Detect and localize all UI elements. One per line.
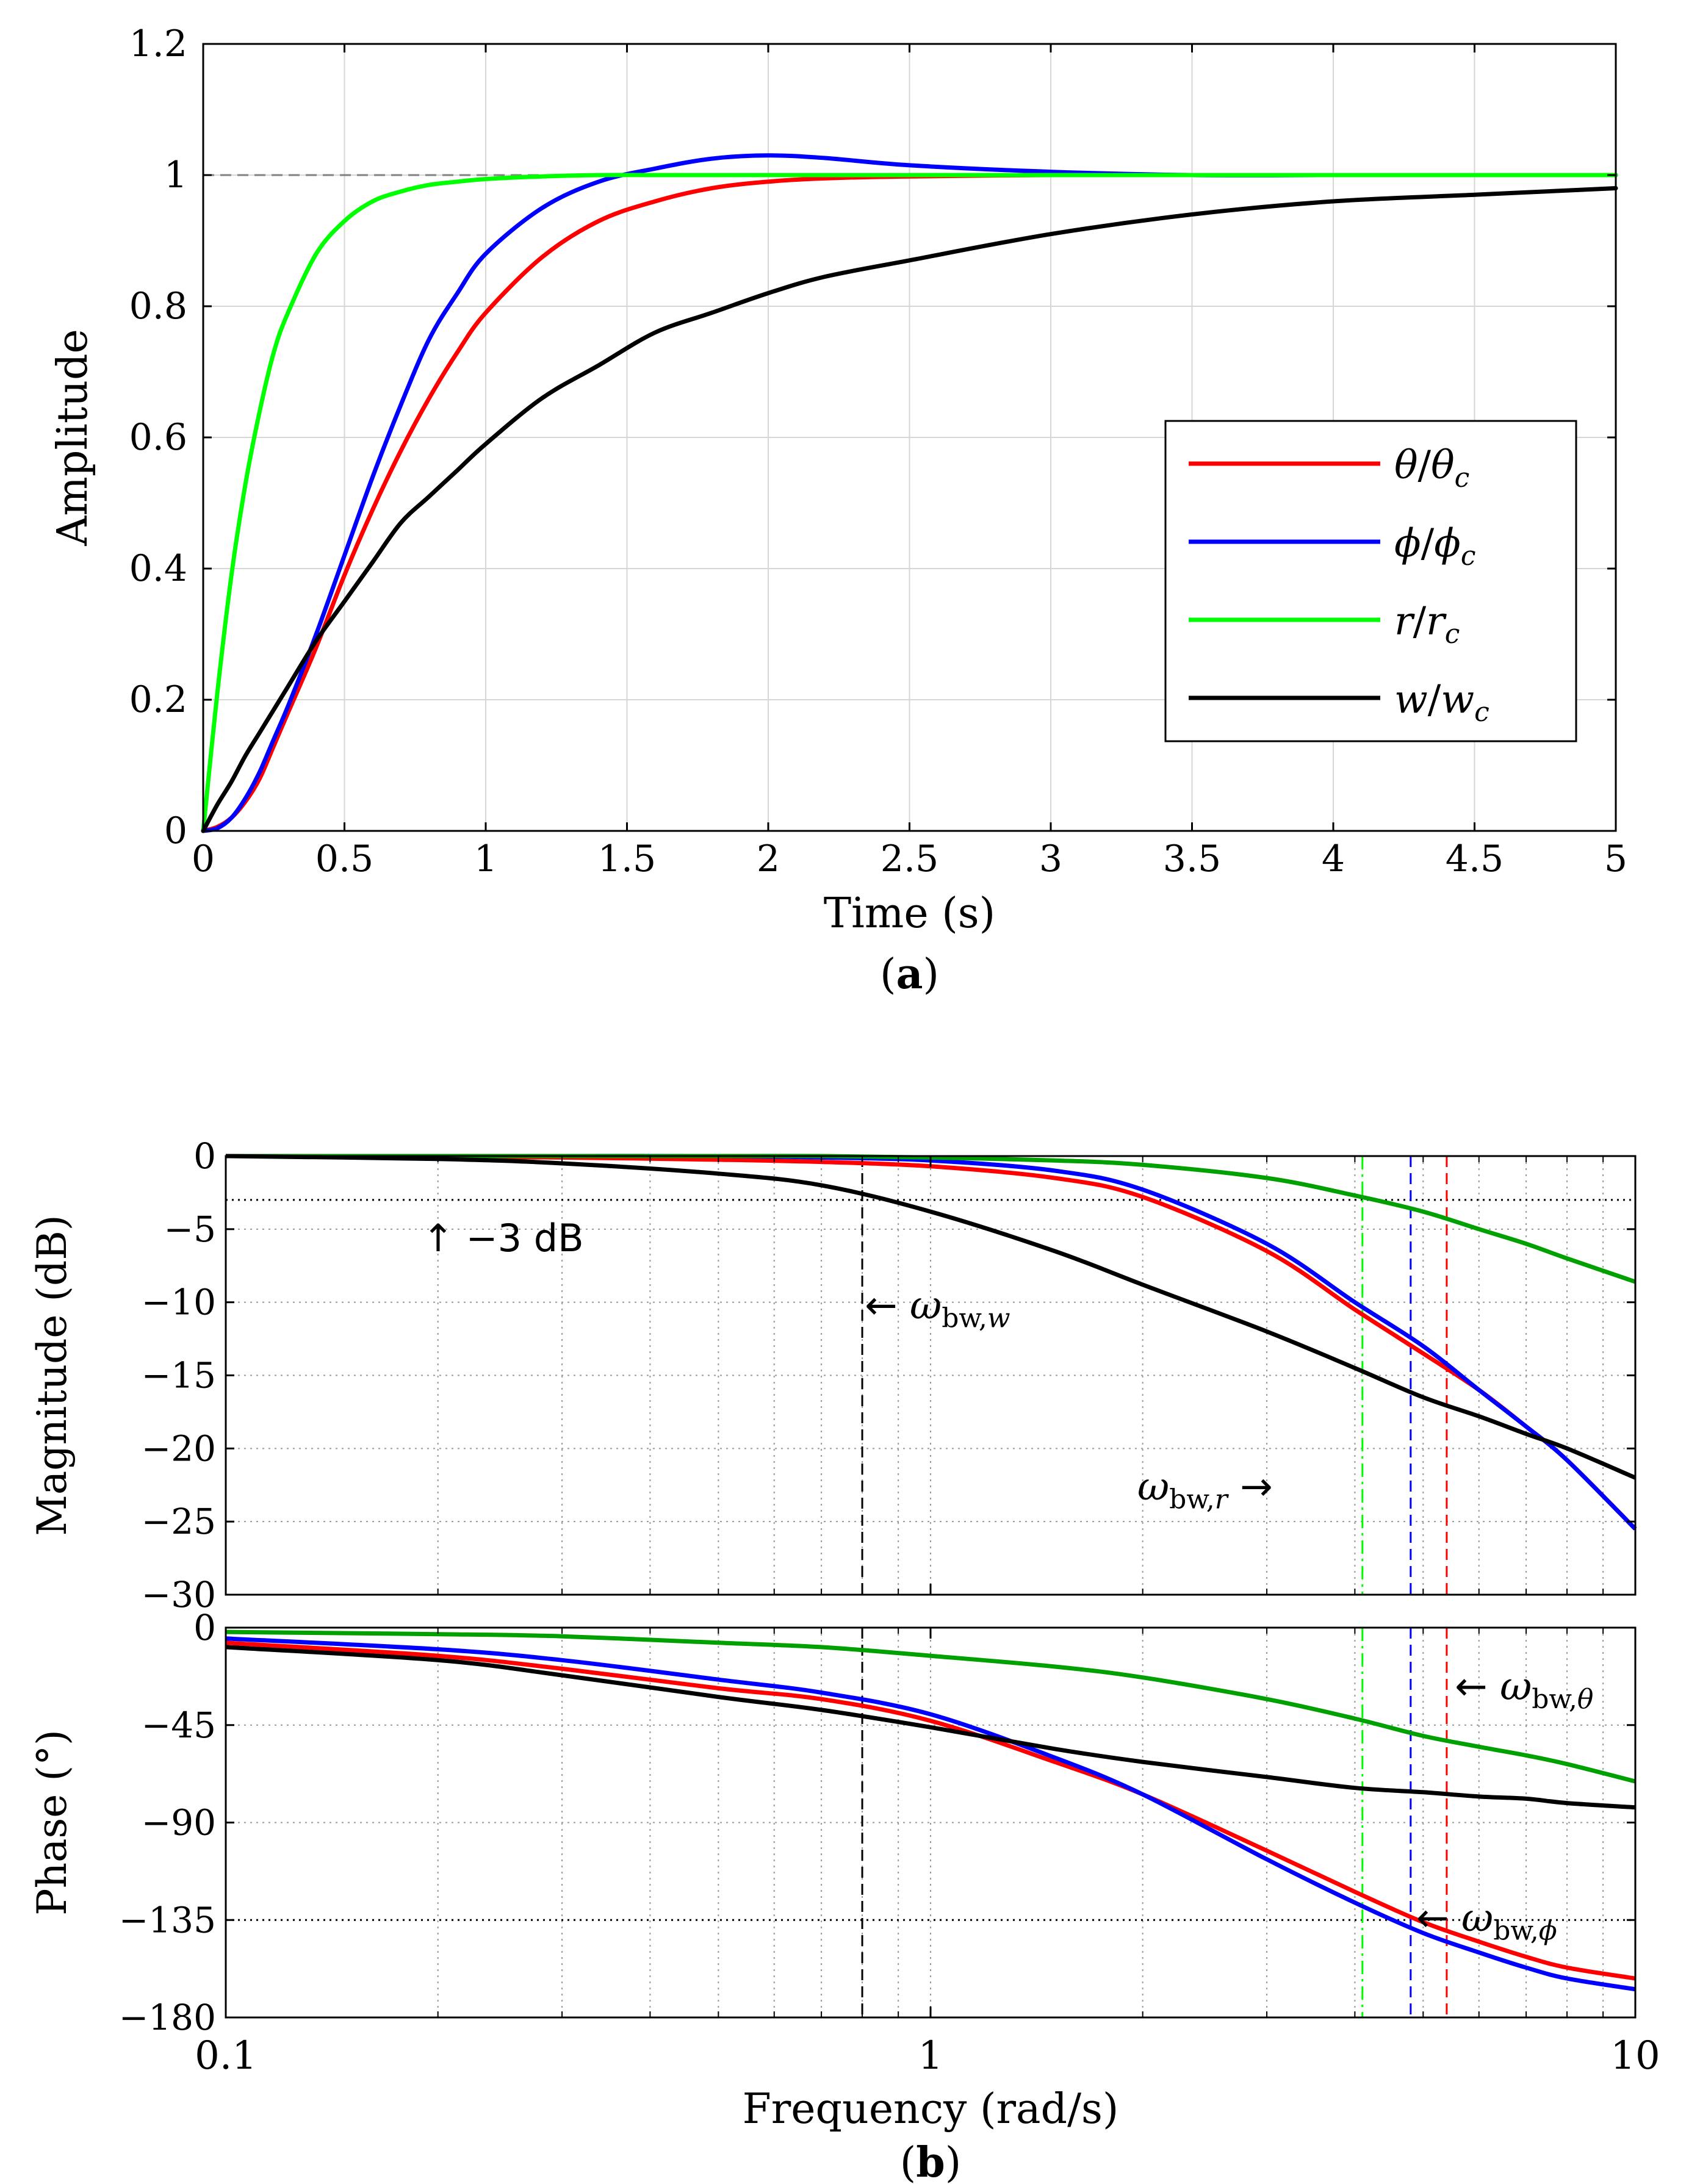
annotation-bandwidth: ωbw,r →	[1137, 1465, 1273, 1515]
y-axis-label: Phase (°)	[29, 1730, 76, 1916]
y-tick-label: −10	[142, 1282, 216, 1323]
x-axis-label-b: Frequency (rad/s)	[743, 2085, 1119, 2133]
y-tick-label-a: 0.6	[129, 416, 187, 459]
x-tick-label: 0.1	[195, 2033, 257, 2078]
y-axis-label-a: Amplitude	[49, 329, 97, 547]
series-line-ϕ	[225, 1636, 1636, 1992]
y-tick-label: −30	[142, 1574, 216, 1615]
x-tick-label-a: 3.5	[1163, 838, 1221, 880]
x-axis-label-a: Time (s)	[824, 889, 995, 938]
y-tick-label-a: 0.8	[129, 285, 187, 328]
x-tick-label-a: 0.5	[315, 838, 373, 880]
annotation-bandwidth: ← ωbw,ϕ	[1416, 1896, 1557, 1947]
legend-label: r/rc	[1394, 599, 1460, 650]
series-line-w	[225, 1154, 1637, 1480]
y-tick-label-a: 0.2	[129, 678, 187, 721]
y-tick-label: −135	[119, 1899, 216, 1941]
x-tick-label: 10	[1610, 2033, 1660, 2078]
y-tick-label: −5	[164, 1209, 217, 1250]
y-tick-label: −15	[142, 1355, 216, 1396]
x-tick-label-a: 5	[1604, 838, 1627, 880]
y-tick-label: −25	[142, 1501, 216, 1542]
x-tick-label-a: 4.5	[1446, 838, 1504, 880]
panel-label-b: (b)	[900, 2138, 962, 2184]
x-tick-label-a: 3	[1039, 838, 1062, 880]
y-tick-label: −45	[142, 1704, 216, 1746]
y-tick-label: −180	[119, 1997, 216, 2038]
y-tick-label: −90	[142, 1802, 216, 1844]
series-line-θ	[225, 1640, 1636, 1981]
y-tick-label: 0	[193, 1607, 216, 1648]
y-tick-label: 0	[193, 1135, 216, 1177]
y-tick-label-a: 1	[164, 154, 187, 196]
x-tick-label-a: 4	[1322, 838, 1345, 880]
legend-box	[1164, 420, 1577, 742]
x-tick-label-a: 1.5	[598, 838, 656, 880]
y-tick-label-a: 0	[164, 810, 187, 852]
legend-label: w/wc	[1394, 677, 1489, 728]
legend-label: ϕ/ϕc	[1394, 521, 1475, 572]
y-axis-label: Magnitude (dB)	[29, 1215, 76, 1536]
x-tick-label-a: 2	[757, 838, 780, 880]
x-tick-label-a: 1	[474, 838, 497, 880]
series-line-r	[225, 1629, 1636, 1784]
panel-label-a: (a)	[880, 950, 939, 999]
annotation-bandwidth: ← ωbw,w	[865, 1283, 1010, 1334]
x-tick-label-a: 0	[192, 838, 215, 880]
x-tick-label-a: 2.5	[881, 838, 938, 880]
series-line-r/rc	[201, 173, 1618, 833]
x-tick-label: 1	[918, 2033, 943, 2078]
annotation-3db: ↑ −3 dB	[422, 1216, 584, 1260]
annotation-bandwidth: ← ωbw,θ	[1455, 1664, 1593, 1715]
series-line-w/wc	[201, 186, 1618, 833]
series-line-w	[225, 1645, 1636, 1810]
y-tick-label: −20	[142, 1428, 216, 1469]
y-tick-label-a: 1.2	[129, 23, 187, 65]
y-tick-label-a: 0.4	[129, 547, 187, 590]
plot-frame-phase	[225, 1626, 1637, 2019]
legend-label: θ/θc	[1394, 443, 1469, 494]
